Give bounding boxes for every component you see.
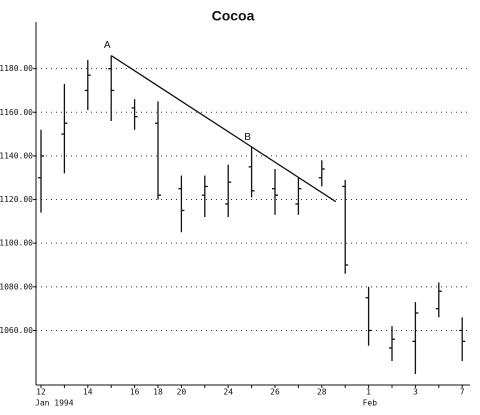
y-tick-label: 1160.00 — [0, 108, 33, 117]
x-sublabel: Jan 1994 — [35, 399, 74, 408]
x-tick-label: 7 — [460, 388, 465, 397]
y-tick-label: 1120.00 — [0, 195, 33, 204]
y-tick-label: 1100.00 — [0, 239, 33, 248]
x-tick-label: 28 — [317, 388, 327, 397]
x-sublabel: Feb — [363, 399, 378, 408]
x-tick-label: 26 — [270, 388, 280, 397]
annotation: B — [244, 132, 251, 143]
x-tick-label: 20 — [177, 388, 187, 397]
x-tick-label: 1 — [366, 388, 371, 397]
chart-title: Cocoa — [212, 8, 255, 24]
y-tick-label: 1060.00 — [0, 326, 33, 335]
y-tick-label: 1180.00 — [0, 64, 33, 73]
x-tick-label: 12 — [36, 388, 46, 397]
x-tick-label: 3 — [413, 388, 418, 397]
y-tick-label: 1140.00 — [0, 151, 33, 160]
x-tick-label: 16 — [130, 388, 140, 397]
y-tick-label: 1080.00 — [0, 282, 33, 291]
annotation: A — [104, 40, 111, 51]
trendline — [110, 55, 337, 203]
x-tick-label: 18 — [153, 388, 163, 397]
x-tick-label: 14 — [83, 388, 93, 397]
x-tick-label: 24 — [223, 388, 233, 397]
